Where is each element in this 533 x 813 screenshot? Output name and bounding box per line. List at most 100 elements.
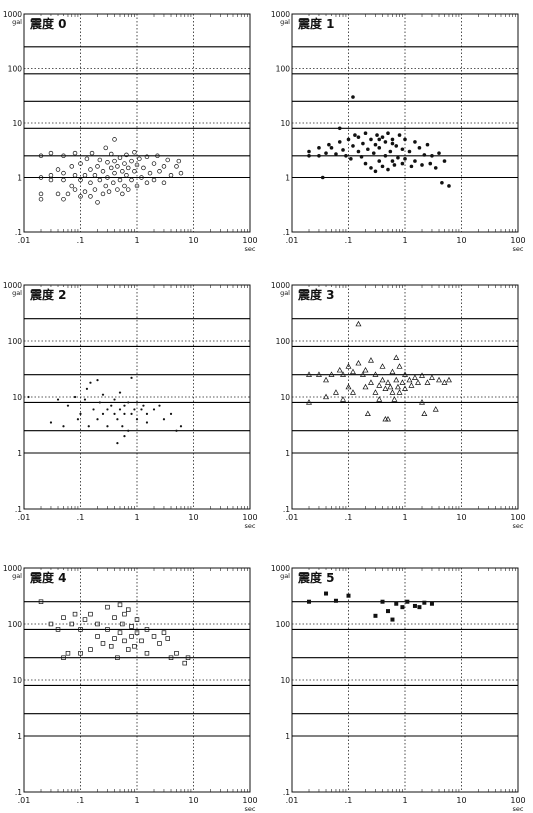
data-point — [139, 638, 144, 644]
data-point — [132, 644, 137, 649]
data-point — [61, 170, 66, 176]
data-point — [394, 144, 399, 148]
data-point — [130, 376, 133, 379]
data-point — [392, 163, 397, 167]
x-unit-label: sec — [245, 245, 256, 253]
data-point — [419, 372, 425, 378]
data-point — [349, 389, 356, 395]
data-point — [125, 607, 131, 612]
data-point — [323, 376, 330, 383]
data-point — [390, 617, 395, 622]
panel-title-backing — [26, 16, 64, 31]
y-tick-label: 1 — [285, 174, 290, 183]
data-point — [389, 389, 396, 395]
data-point — [137, 156, 142, 162]
data-point — [403, 157, 407, 161]
y-tick-label: 1000 — [3, 10, 22, 19]
data-point — [424, 379, 431, 385]
data-point — [111, 180, 116, 186]
data-point — [430, 154, 434, 158]
data-point — [89, 150, 95, 156]
data-point — [377, 146, 382, 150]
data-point — [113, 412, 116, 415]
data-point — [112, 158, 117, 164]
data-point — [349, 157, 353, 161]
y-tick-label: 1000 — [271, 281, 290, 290]
data-point — [362, 366, 369, 373]
data-point — [413, 159, 417, 163]
data-point — [134, 162, 140, 168]
data-point — [78, 161, 83, 166]
data-point — [69, 621, 74, 627]
data-point — [441, 379, 448, 385]
data-point — [366, 147, 370, 152]
data-point — [178, 170, 184, 176]
data-point — [420, 163, 424, 167]
data-point — [356, 135, 361, 139]
data-point — [333, 598, 338, 603]
data-point — [129, 177, 134, 183]
data-point — [359, 371, 366, 377]
data-point — [363, 131, 368, 135]
data-point — [65, 191, 71, 197]
data-point — [38, 153, 44, 159]
data-point — [442, 159, 447, 163]
data-point — [422, 600, 427, 605]
data-point — [103, 145, 109, 151]
data-point — [334, 152, 338, 156]
data-point — [417, 605, 422, 610]
data-point — [140, 408, 143, 411]
data-point — [61, 655, 66, 660]
data-point — [112, 636, 117, 641]
data-point — [124, 152, 129, 158]
data-point — [307, 599, 312, 604]
data-point — [88, 180, 93, 186]
y-tick-label: 10 — [280, 119, 290, 128]
x-unit-label: sec — [245, 805, 256, 813]
data-point — [115, 164, 120, 169]
data-point — [115, 655, 120, 660]
data-point — [120, 169, 125, 174]
data-point — [48, 172, 54, 178]
x-tick-label: .01 — [286, 796, 299, 805]
data-point — [82, 189, 88, 194]
y-tick-label: 100 — [8, 65, 23, 74]
data-point — [88, 194, 93, 199]
panel-title: 震度 4 — [30, 570, 67, 585]
data-point — [97, 177, 103, 183]
data-point — [437, 151, 441, 155]
data-point — [362, 383, 369, 390]
data-point — [112, 615, 117, 620]
x-tick-label: 10 — [188, 513, 198, 522]
y-tick-label: .1 — [283, 788, 290, 797]
data-point — [386, 131, 390, 135]
data-point — [380, 135, 385, 139]
data-point — [96, 379, 99, 382]
data-point — [382, 415, 389, 422]
data-point — [125, 647, 131, 652]
data-point — [116, 418, 119, 421]
x-tick-label: .1 — [345, 236, 353, 245]
data-point — [65, 651, 71, 656]
y-tick-label: .1 — [15, 505, 22, 514]
data-point — [117, 602, 123, 608]
data-point — [425, 142, 430, 147]
data-point — [145, 421, 149, 424]
data-point — [123, 412, 126, 415]
data-point — [422, 153, 427, 157]
data-point — [79, 412, 82, 415]
data-point — [144, 627, 150, 632]
data-point — [415, 379, 422, 385]
data-point — [345, 363, 352, 369]
data-point — [73, 395, 77, 399]
data-point — [103, 183, 109, 189]
y-tick-label: 100 — [276, 620, 291, 629]
data-point — [307, 149, 311, 154]
data-point — [61, 153, 66, 159]
data-point — [134, 630, 140, 635]
data-point — [151, 161, 157, 166]
data-point — [83, 398, 87, 401]
